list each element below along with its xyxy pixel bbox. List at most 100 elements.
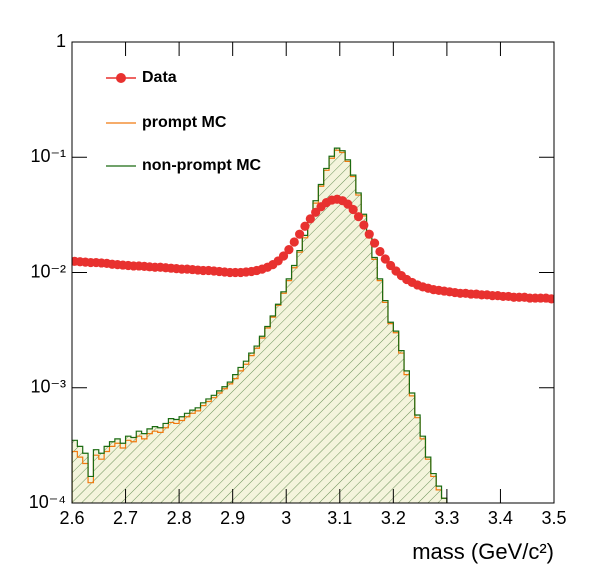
hist-bin-fill — [355, 192, 362, 503]
plot-area — [72, 147, 554, 503]
hist-bin-fill — [441, 498, 448, 503]
hist-bin-fill — [152, 426, 158, 503]
hist-bin-fill — [184, 413, 191, 503]
hist-bin-fill — [200, 402, 207, 503]
data-point — [305, 214, 315, 224]
data-point — [353, 212, 364, 222]
hist-bin-fill — [420, 436, 426, 503]
hist-bin-fill — [136, 431, 142, 503]
hist-bin-fill — [425, 457, 432, 503]
x-tick-label: 3.1 — [327, 508, 352, 528]
hist-bin-fill — [72, 440, 78, 503]
hist-bin-fill — [430, 473, 437, 503]
hist-bin-fill — [93, 449, 100, 503]
hist-bin-fill — [211, 395, 217, 503]
hist-bin-fill — [189, 410, 196, 503]
hist-bin-fill — [323, 168, 330, 503]
x-tick-label: 2.8 — [167, 508, 192, 528]
hist-bin-fill — [195, 407, 201, 503]
hist-bin-fill — [382, 300, 389, 503]
data-point — [348, 204, 358, 215]
data-point — [369, 238, 380, 248]
data-point — [278, 251, 289, 261]
hist-bin-fill — [270, 315, 276, 503]
hist-bin-fill — [286, 278, 292, 503]
hist-bin-fill — [350, 175, 357, 503]
hist-bin-fill — [109, 441, 116, 503]
hist-bin-fill — [120, 443, 126, 503]
data-point — [380, 254, 390, 264]
hist-bin-fill — [436, 486, 442, 503]
x-tick-label: 2.6 — [59, 508, 84, 528]
data-point — [546, 294, 554, 304]
hist-bin-fill — [232, 374, 239, 503]
legend-symbol — [116, 73, 126, 83]
hist-bin-fill — [280, 291, 287, 503]
hist-bin-fill — [88, 476, 94, 503]
x-tick-label: 3.5 — [541, 508, 566, 528]
hist-bin-fill — [238, 367, 244, 503]
hist-bin-fill — [345, 159, 351, 503]
hist-bin-fill — [414, 415, 421, 503]
hist-outline — [72, 147, 448, 503]
data-point — [375, 246, 385, 257]
hist-bin-fill — [173, 419, 180, 503]
hist-bin-fill — [377, 278, 383, 503]
x-axis-label: mass (GeV/c²) — [412, 539, 554, 564]
hist-bin-fill — [264, 326, 271, 503]
hist-bin-fill — [163, 423, 169, 503]
data-point — [284, 245, 294, 255]
hist-bin-fill — [329, 156, 335, 503]
y-tick-label: 10⁻¹ — [30, 146, 66, 166]
hist-bin-fill — [248, 353, 255, 503]
y-tick-label: 10⁻⁴ — [29, 492, 66, 512]
legend-label: prompt MC — [142, 114, 227, 131]
x-tick-label: 3 — [281, 508, 291, 528]
data-point — [359, 220, 369, 230]
hist-bin-fill — [366, 235, 373, 503]
data-point — [295, 229, 305, 239]
hist-bin-fill — [254, 346, 260, 503]
hist-bin-fill — [141, 433, 148, 503]
hist-bin-fill — [82, 453, 89, 503]
hist-bin-fill — [393, 331, 399, 503]
data-point — [300, 221, 310, 231]
hist-bin-fill — [168, 418, 175, 503]
hist-bin-fill — [387, 322, 394, 503]
hist-bin-fill — [157, 427, 164, 503]
hist-bin-fill — [398, 350, 405, 503]
hist-bin-fill — [146, 428, 153, 503]
hist-bin-fill — [291, 265, 298, 503]
hist-bin-fill — [313, 200, 319, 503]
y-tick-label: 10⁻² — [30, 261, 66, 281]
hist-bin-fill — [114, 438, 121, 503]
x-tick-label: 3.3 — [434, 508, 459, 528]
hist-bin-fill — [98, 453, 105, 503]
legend-label: non-prompt MC — [142, 157, 262, 174]
hist-bin-fill — [302, 235, 308, 503]
data-point — [289, 237, 299, 247]
hist-bin-fill — [334, 148, 341, 503]
data-point — [364, 229, 374, 239]
hist-bin-fill — [404, 370, 410, 503]
y-tick-label: 1 — [56, 31, 66, 51]
hist-bin-fill — [216, 390, 223, 503]
hist-bin-fill — [259, 336, 266, 503]
hist-bin-fill — [77, 446, 84, 503]
hist-bin-fill — [227, 382, 233, 503]
hist-bin-fill — [339, 150, 346, 503]
x-tick-label: 2.7 — [113, 508, 138, 528]
x-tick-label: 2.9 — [220, 508, 245, 528]
x-tick-label: 3.4 — [488, 508, 513, 528]
hist-bin-fill — [296, 250, 303, 503]
x-tick-label: 3.2 — [381, 508, 406, 528]
hist-bin-fill — [361, 214, 367, 503]
hist-bin-fill — [130, 437, 137, 503]
hist-bin-fill — [221, 386, 228, 503]
hist-bin-fill — [307, 219, 314, 503]
legend-label: Data — [142, 69, 177, 86]
hist-bin-fill — [205, 398, 212, 503]
hist-bin-fill — [318, 184, 325, 503]
hist-bin-fill — [275, 304, 282, 503]
hist-bin-fill — [179, 416, 185, 503]
